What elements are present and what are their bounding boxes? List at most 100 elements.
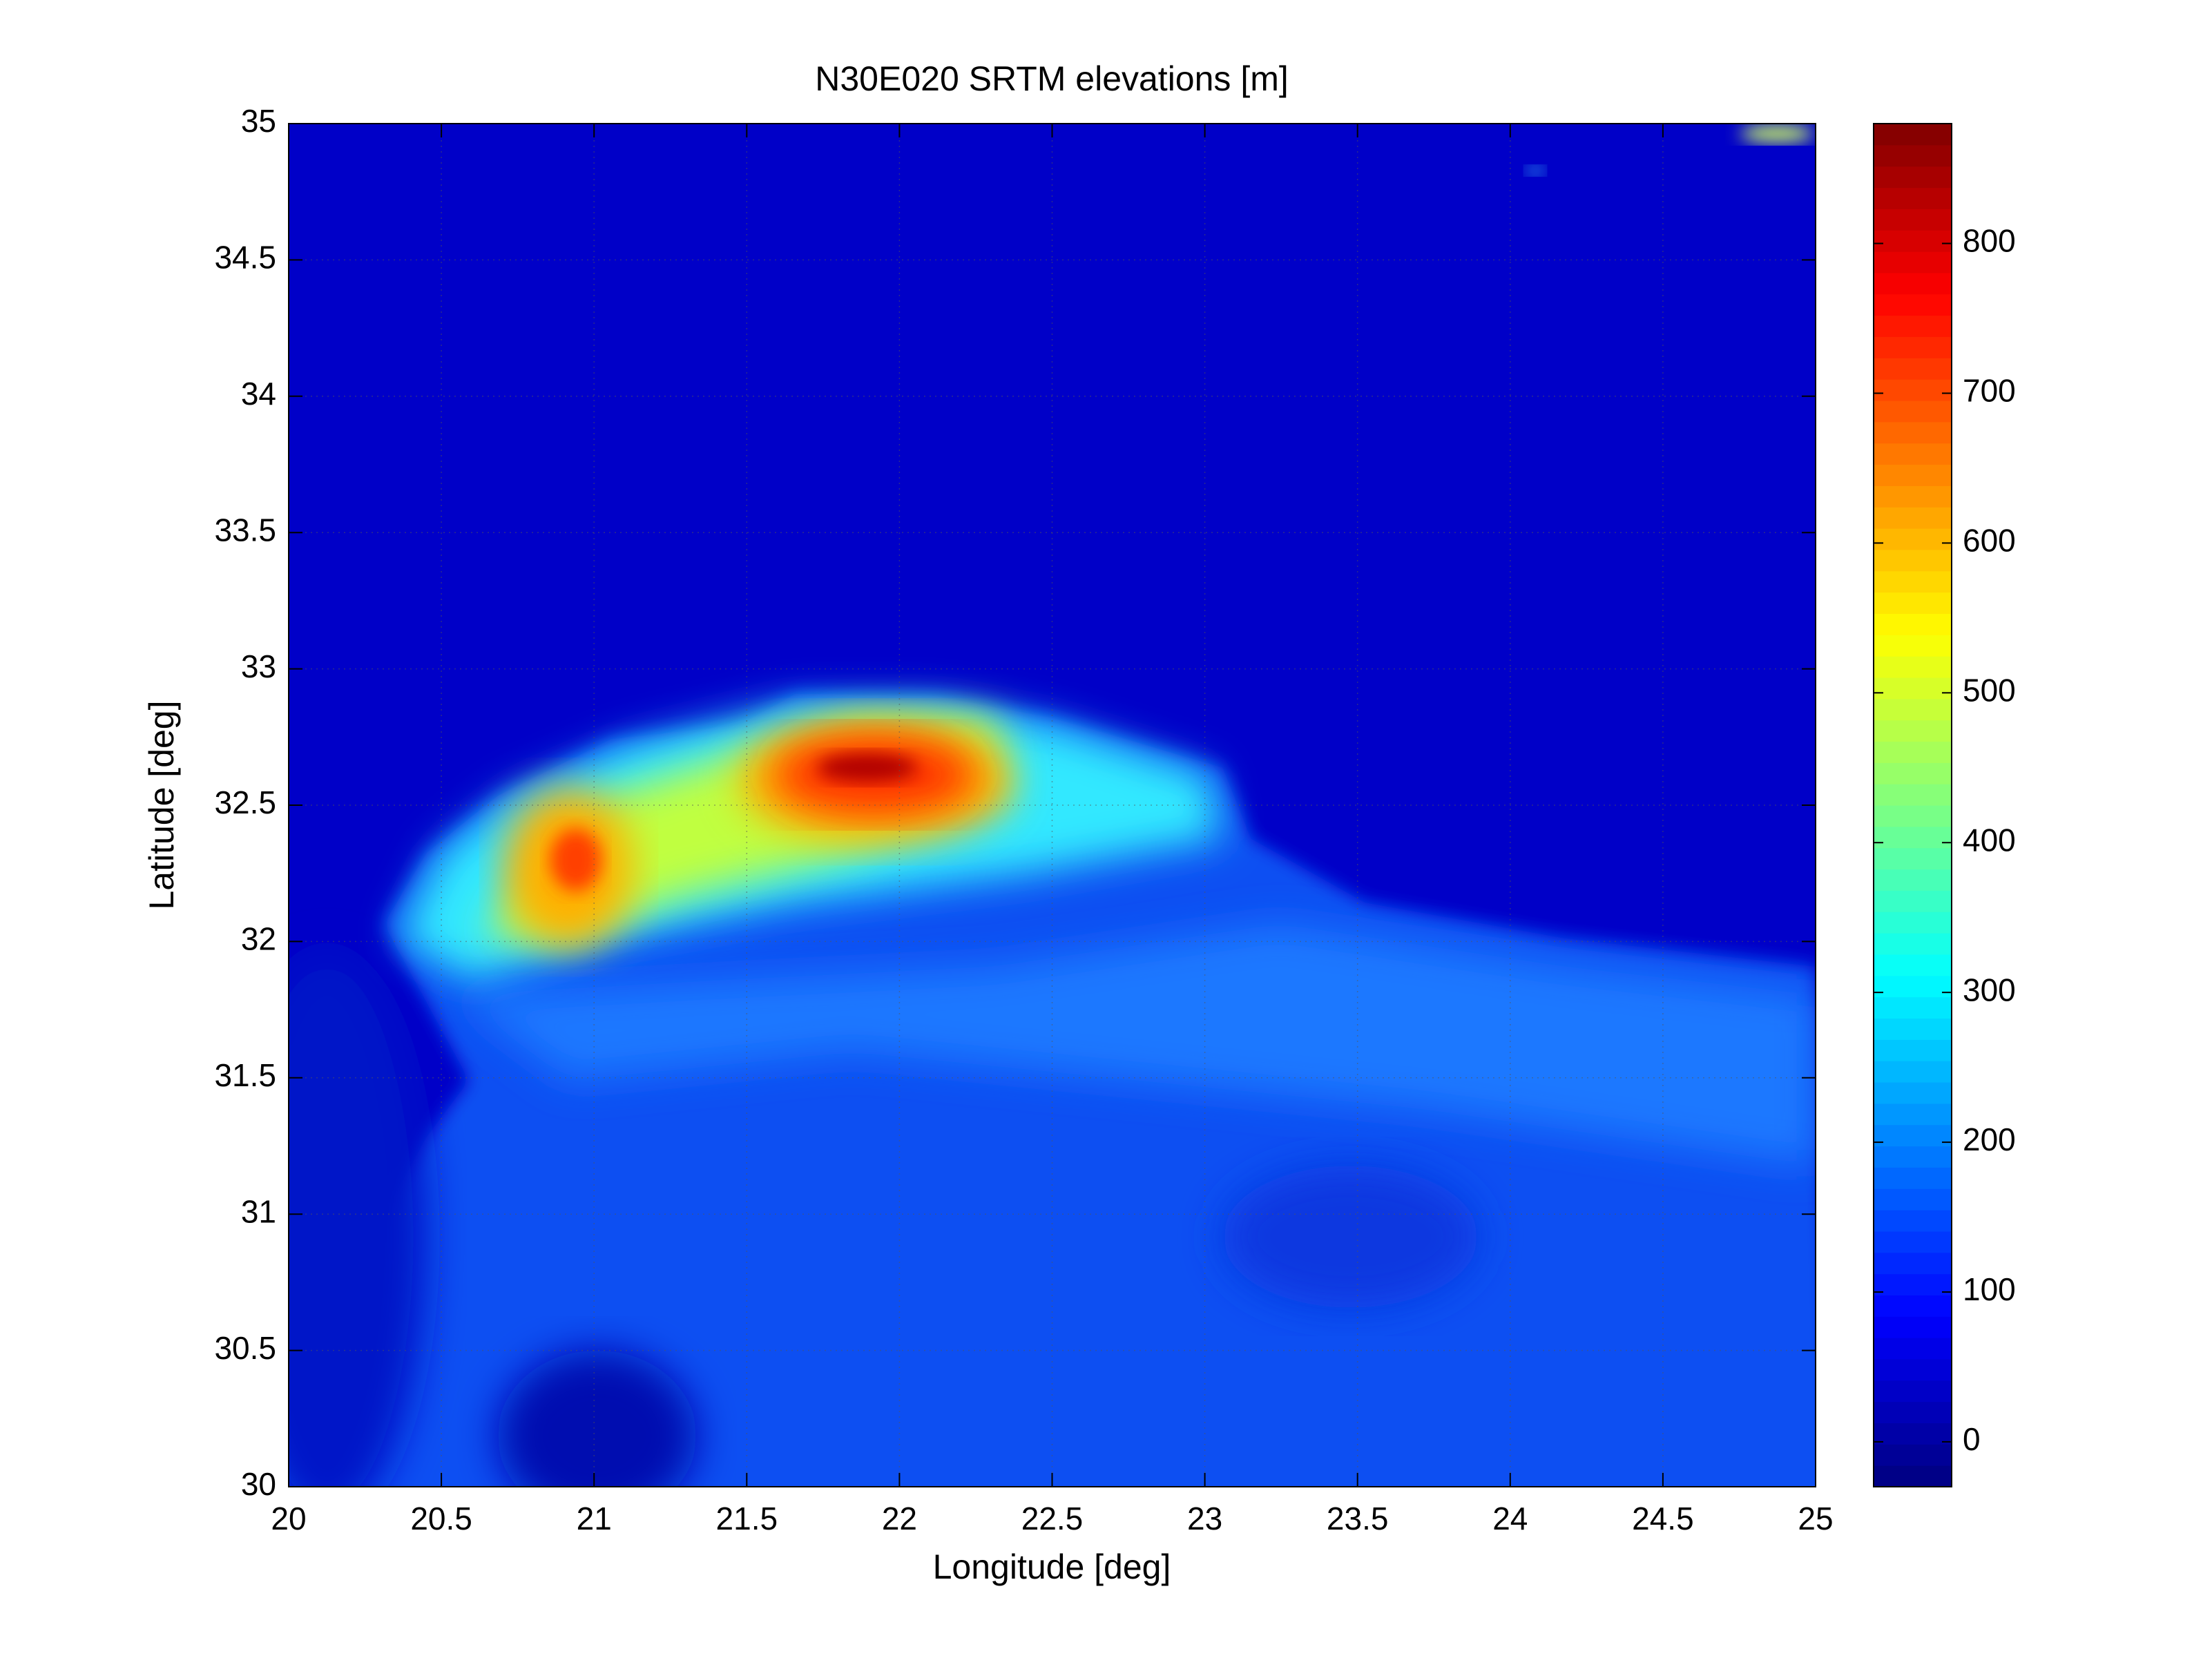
colorbar-swatch (1874, 336, 1952, 358)
colorbar-swatch (1874, 421, 1952, 444)
x-tick-label: 21 (577, 1501, 612, 1536)
colorbar-swatch (1874, 1124, 1952, 1147)
x-tick-label: 24.5 (1632, 1501, 1694, 1536)
colorbar-swatch (1874, 1423, 1952, 1445)
elevation-image (289, 124, 1816, 1487)
colorbar-swatch (1874, 528, 1952, 550)
colorbar-swatch (1874, 570, 1952, 593)
colorbar-swatch (1874, 1188, 1952, 1211)
plot-frame (288, 123, 1816, 1487)
colorbar-swatch (1874, 1167, 1952, 1189)
x-tick-label: 24 (1492, 1501, 1528, 1536)
colorbar-swatch (1874, 592, 1952, 615)
colorbar-swatch (1874, 656, 1952, 678)
colorbar-swatch (1874, 485, 1952, 508)
colorbar-swatch (1874, 1316, 1952, 1338)
colorbar-tick-label: 400 (1963, 822, 2016, 858)
x-axis-label: Longitude [deg] (933, 1548, 1171, 1586)
colorbar-tick-label: 0 (1963, 1421, 1981, 1457)
colorbar-swatch (1874, 124, 1952, 146)
colorbar-swatch (1874, 677, 1952, 700)
colorbar-swatch (1874, 1338, 1952, 1360)
y-tick-label: 31 (241, 1193, 276, 1229)
colorbar-swatch (1874, 1380, 1952, 1402)
colorbar-swatch (1874, 635, 1952, 657)
colorbar-swatch (1874, 507, 1952, 529)
colorbar-swatch (1874, 762, 1952, 784)
colorbar-swatch (1874, 954, 1952, 976)
colorbar-tick-label: 300 (1963, 972, 2016, 1008)
colorbar-tick-label: 100 (1963, 1271, 2016, 1307)
colorbar-swatch (1874, 144, 1952, 167)
colorbar-swatch (1874, 1252, 1952, 1275)
colorbar-swatch (1874, 293, 1952, 316)
colorbar-swatch (1874, 251, 1952, 273)
colorbar-swatch (1874, 1401, 1952, 1424)
colorbar-swatch (1874, 1295, 1952, 1317)
y-tick-label: 32.5 (214, 784, 276, 820)
colorbar-tick-label: 200 (1963, 1121, 2016, 1157)
x-tick-label: 21.5 (716, 1501, 778, 1536)
colorbar-swatch (1874, 933, 1952, 955)
y-tick-label: 33.5 (214, 512, 276, 548)
colorbar-swatch (1874, 826, 1952, 849)
colorbar-swatch (1874, 975, 1952, 998)
colorbar-swatch (1874, 741, 1952, 763)
colorbar-swatch (1874, 1465, 1952, 1487)
colorbar-swatch (1874, 1018, 1952, 1040)
colorbar-frame (1873, 123, 1952, 1487)
colorbar-swatch (1874, 1039, 1952, 1061)
colorbar-swatch (1874, 166, 1952, 189)
colorbar: 0 100 200 300 400 500 600 700 800 (1873, 123, 2016, 1487)
x-tick-label: 25 (1798, 1501, 1833, 1536)
colorbar-swatch (1874, 1081, 1952, 1104)
x-tick-label: 20.5 (410, 1501, 472, 1536)
colorbar-swatch (1874, 784, 1952, 806)
colorbar-swatch (1874, 1231, 1952, 1253)
y-tick-label: 30.5 (214, 1330, 276, 1366)
colorbar-swatch (1874, 720, 1952, 742)
y-tick-label: 31.5 (214, 1057, 276, 1093)
colorbar-swatch (1874, 698, 1952, 721)
colorbar-swatch (1874, 443, 1952, 465)
colorbar-swatch (1874, 1061, 1952, 1083)
x-tick-label: 23.5 (1327, 1501, 1389, 1536)
colorbar-swatch (1874, 912, 1952, 934)
y-tick-label: 34 (241, 376, 276, 412)
x-tick-label: 20 (271, 1501, 306, 1536)
colorbar-swatch (1874, 613, 1952, 635)
colorbar-swatch (1874, 400, 1952, 423)
colorbar-swatch (1874, 464, 1952, 486)
colorbar-swatch (1874, 549, 1952, 572)
x-tick-label: 22.5 (1021, 1501, 1084, 1536)
colorbar-tick-label: 700 (1963, 373, 2016, 409)
colorbar-tick-label: 500 (1963, 672, 2016, 708)
y-tick-label: 34.5 (214, 240, 276, 276)
chart-title: N30E020 SRTM elevations [m] (815, 59, 1289, 98)
colorbar-swatch (1874, 230, 1952, 252)
colorbar-swatch (1874, 1273, 1952, 1296)
y-tick-label: 32 (241, 921, 276, 957)
colorbar-swatch (1874, 1146, 1952, 1168)
colorbar-swatch (1874, 847, 1952, 870)
colorbar-swatch (1874, 1358, 1952, 1381)
y-tick-label: 33 (241, 648, 276, 684)
colorbar-swatch (1874, 996, 1952, 1019)
x-tick-label: 22 (882, 1501, 917, 1536)
colorbar-swatch (1874, 315, 1952, 338)
colorbar-swatch (1874, 869, 1952, 891)
colorbar-swatch (1874, 187, 1952, 209)
y-axis-label: Latitude [deg] (142, 700, 181, 909)
colorbar-swatch (1874, 805, 1952, 827)
colorbar-swatch (1874, 209, 1952, 231)
x-tick-label: 23 (1187, 1501, 1222, 1536)
colorbar-swatch (1874, 272, 1952, 295)
colorbar-swatch (1874, 1103, 1952, 1126)
y-tick-label: 30 (241, 1466, 276, 1502)
colorbar-tick-label: 800 (1963, 223, 2016, 259)
colorbar-swatch (1874, 1210, 1952, 1232)
colorbar-tick-label: 600 (1963, 523, 2016, 559)
axes: 20 20.5 21 21.5 22 22.5 23 23.5 24 24.5 25 30 30.5 31… (214, 103, 1833, 1536)
colorbar-swatch (1874, 1444, 1952, 1466)
